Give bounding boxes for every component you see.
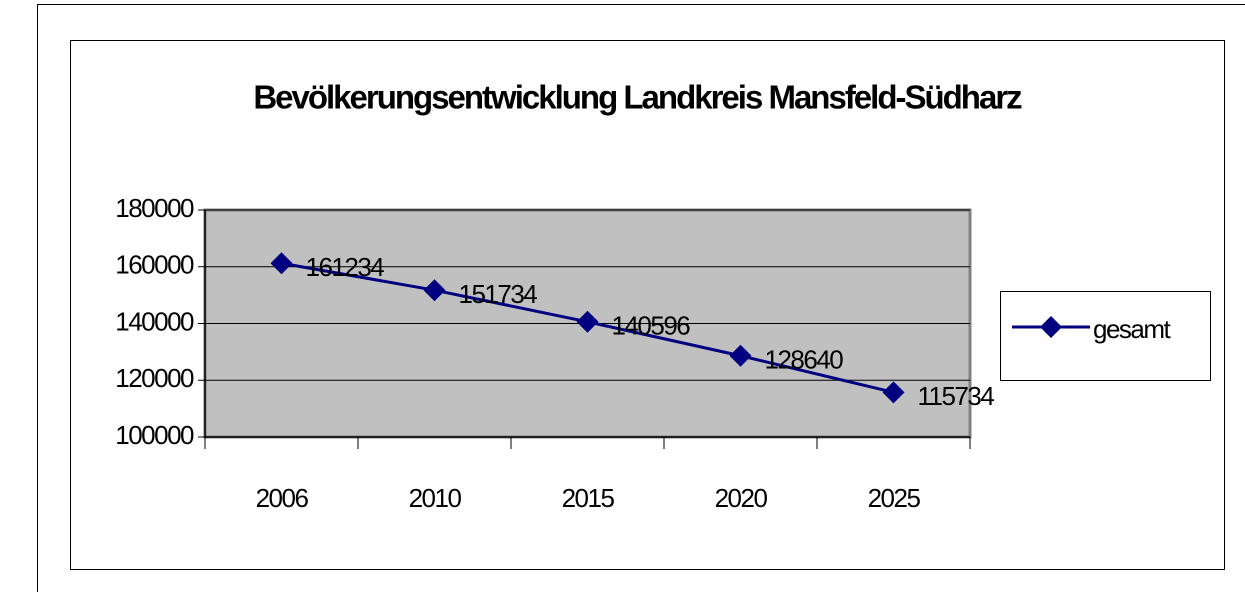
data-point (729, 344, 752, 367)
y-tick-label: 180000 (115, 193, 194, 223)
x-tick-label: 2006 (256, 483, 309, 513)
data-point (576, 310, 599, 333)
y-tick-label: 140000 (115, 306, 194, 336)
data-label: 128640 (765, 345, 844, 375)
x-tick-label: 2020 (715, 483, 768, 513)
data-point (270, 252, 293, 275)
data-point (882, 381, 905, 404)
y-tick-label: 100000 (115, 420, 194, 450)
legend-marker (1040, 316, 1062, 338)
data-label: 140596 (612, 311, 691, 341)
data-point (423, 279, 446, 302)
legend-box (1000, 291, 1211, 381)
chart-title: Bevölkerungsentwicklung Landkreis Mansfe… (253, 79, 1022, 116)
y-tick-label: 160000 (115, 250, 194, 280)
legend-label: gesamt (1093, 314, 1172, 344)
x-tick-label: 2025 (868, 483, 921, 513)
data-label: 161234 (306, 252, 385, 282)
x-tick-label: 2010 (409, 483, 462, 513)
x-tick-label: 2015 (562, 483, 615, 513)
data-label: 115734 (918, 381, 995, 411)
y-tick-label: 120000 (115, 363, 194, 393)
data-label: 151734 (459, 279, 538, 309)
